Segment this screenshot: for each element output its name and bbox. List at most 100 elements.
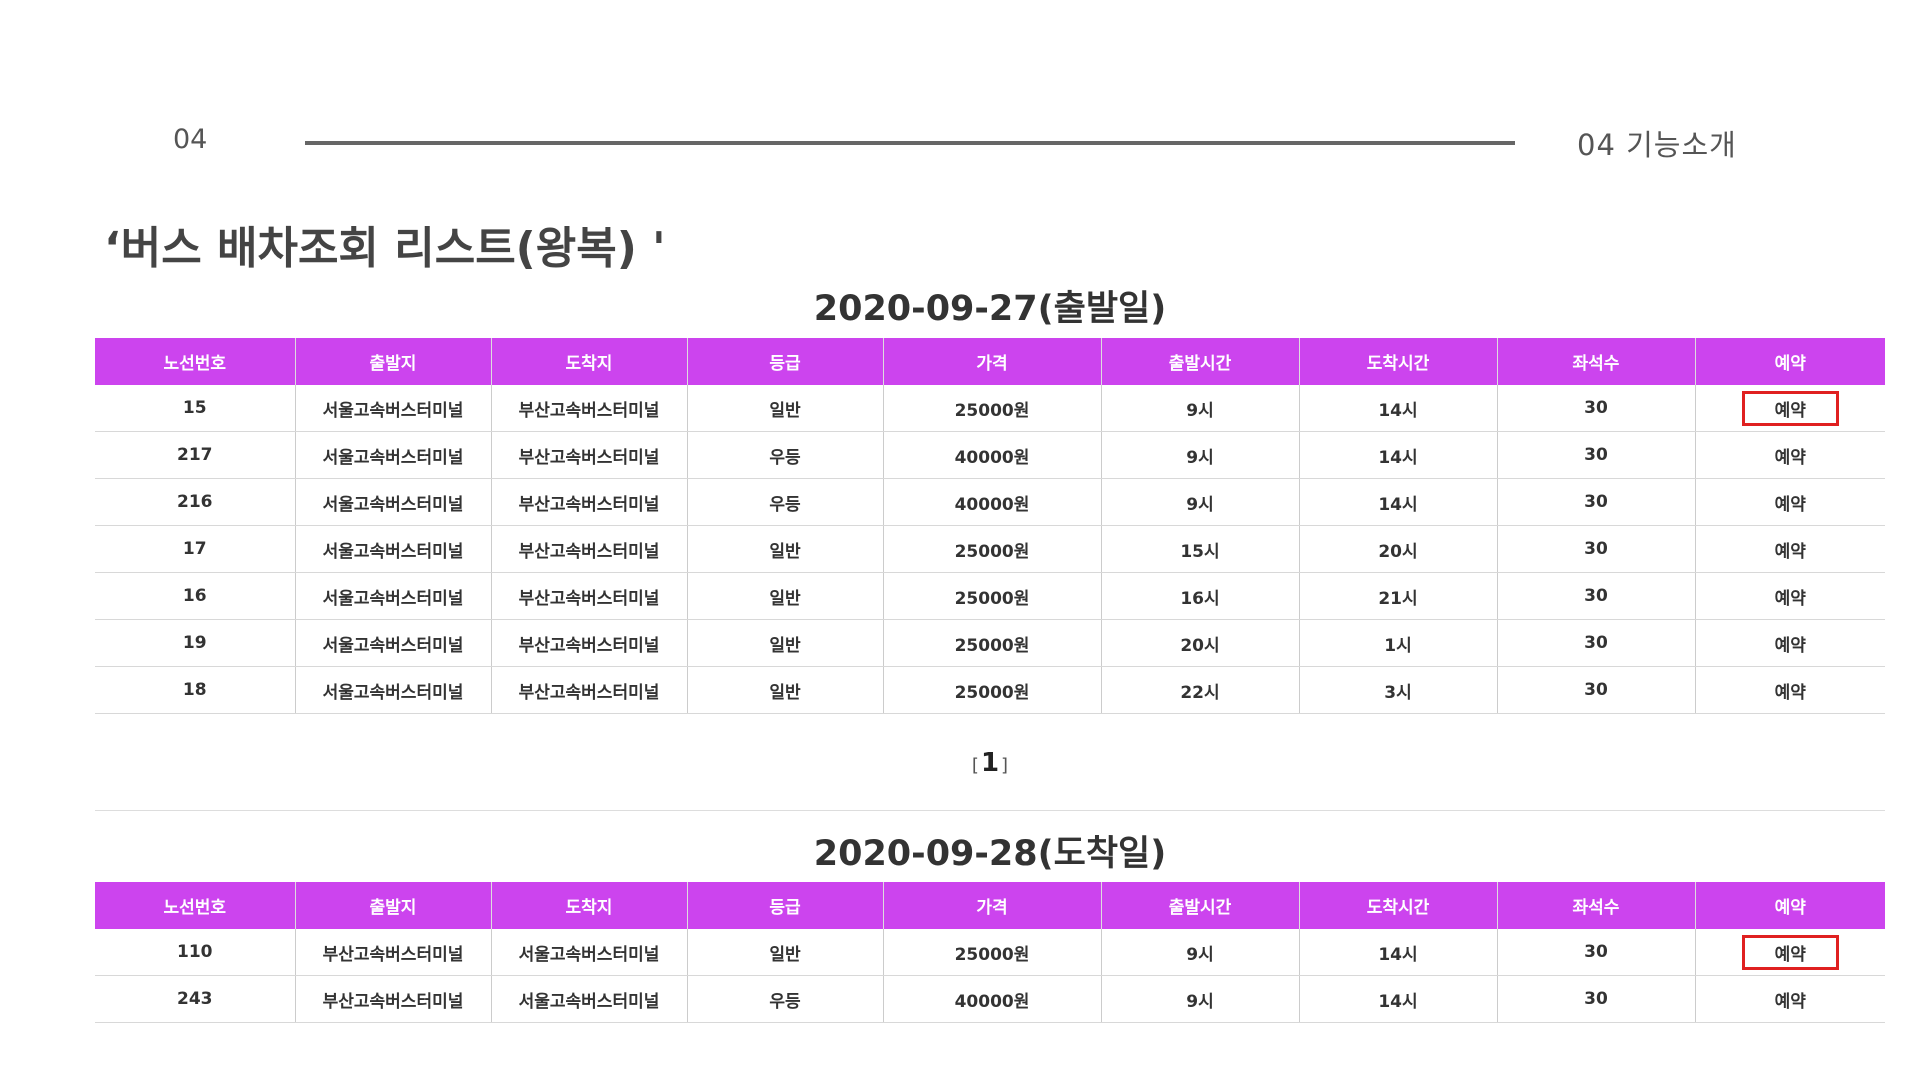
seats-cell: 30 bbox=[1497, 525, 1696, 573]
column-header: 등급 bbox=[687, 882, 884, 929]
table-header-row: 노선번호 출발지 도착지 등급 가격 출발시간 도착시간 좌석수 예약 bbox=[95, 338, 1885, 385]
arrival-terminal-cell: 부산고속버스터미널 bbox=[491, 385, 688, 432]
seats-cell: 30 bbox=[1497, 431, 1696, 479]
reserve-button[interactable]: 예약 bbox=[1774, 991, 1806, 1012]
seats-cell: 30 bbox=[1497, 385, 1696, 432]
seats-cell: 30 bbox=[1497, 572, 1696, 620]
reserve-button[interactable]: 예약 bbox=[1774, 447, 1806, 468]
arrival-terminal-cell: 부산고속버스터미널 bbox=[491, 666, 688, 714]
section-divider bbox=[95, 810, 1885, 811]
table-row: 110 부산고속버스터미널 서울고속버스터미널 일반 25000원 9시 14시 30 예약 bbox=[95, 929, 1885, 976]
table-row: 15 서울고속버스터미널 부산고속버스터미널 일반 25000원 9시 14시 30 예약 bbox=[95, 385, 1885, 432]
departure-time-cell: 15시 bbox=[1101, 525, 1300, 573]
arrival-time-cell: 20시 bbox=[1299, 525, 1498, 573]
departure-terminal-cell: 부산고속버스터미널 bbox=[295, 929, 492, 976]
table-row: 19 서울고속버스터미널 부산고속버스터미널 일반 25000원 20시 1시 30 예약 bbox=[95, 619, 1885, 667]
reserve-cell: 예약 bbox=[1695, 666, 1885, 714]
price-cell: 40000원 bbox=[883, 975, 1102, 1023]
arrival-terminal-cell: 부산고속버스터미널 bbox=[491, 431, 688, 479]
route-number-cell: 18 bbox=[95, 666, 296, 714]
column-header: 도착시간 bbox=[1299, 882, 1498, 929]
departure-terminal-cell: 서울고속버스터미널 bbox=[295, 478, 492, 526]
price-cell: 40000원 bbox=[883, 478, 1102, 526]
arrival-time-cell: 14시 bbox=[1299, 975, 1498, 1023]
seats-cell: 30 bbox=[1497, 666, 1696, 714]
column-header: 출발지 bbox=[295, 882, 492, 929]
price-cell: 25000원 bbox=[883, 572, 1102, 620]
column-header: 출발시간 bbox=[1101, 338, 1300, 385]
reserve-button[interactable]: 예약 bbox=[1741, 934, 1839, 970]
table-row: 17 서울고속버스터미널 부산고속버스터미널 일반 25000원 15시 20시 30 예약 bbox=[95, 525, 1885, 573]
price-cell: 25000원 bbox=[883, 385, 1102, 432]
section-title: 04 기능소개 bbox=[1577, 128, 1737, 162]
column-header: 예약 bbox=[1695, 338, 1885, 385]
departure-terminal-cell: 서울고속버스터미널 bbox=[295, 525, 492, 573]
reserve-button[interactable]: 예약 bbox=[1774, 635, 1806, 656]
departure-time-cell: 16시 bbox=[1101, 572, 1300, 620]
reserve-cell: 예약 bbox=[1695, 929, 1885, 976]
table-row: 243 부산고속버스터미널 서울고속버스터미널 우등 40000원 9시 14시 30 예약 bbox=[95, 975, 1885, 1023]
arrival-time-cell: 14시 bbox=[1299, 431, 1498, 479]
header-rule bbox=[305, 141, 1515, 145]
departure-time-cell: 20시 bbox=[1101, 619, 1300, 667]
grade-cell: 일반 bbox=[687, 929, 884, 976]
reserve-button[interactable]: 예약 bbox=[1774, 494, 1806, 515]
column-header: 등급 bbox=[687, 338, 884, 385]
reserve-cell: 예약 bbox=[1695, 572, 1885, 620]
column-header: 가격 bbox=[883, 338, 1102, 385]
pagination-bracket-left: [ bbox=[971, 755, 979, 776]
slide-number: 04 bbox=[173, 124, 208, 155]
reserve-cell: 예약 bbox=[1695, 431, 1885, 479]
reserve-button[interactable]: 예약 bbox=[1774, 588, 1806, 609]
column-header: 도착시간 bbox=[1299, 338, 1498, 385]
route-number-cell: 16 bbox=[95, 572, 296, 620]
column-header: 좌석수 bbox=[1497, 338, 1696, 385]
table-row: 18 서울고속버스터미널 부산고속버스터미널 일반 25000원 22시 3시 30 예약 bbox=[95, 666, 1885, 714]
reserve-button[interactable]: 예약 bbox=[1774, 682, 1806, 703]
pagination-bracket-right: ] bbox=[1001, 755, 1009, 776]
arrival-terminal-cell: 서울고속버스터미널 bbox=[491, 929, 688, 976]
departure-terminal-cell: 서울고속버스터미널 bbox=[295, 431, 492, 479]
column-header: 가격 bbox=[883, 882, 1102, 929]
arrival-table-body: 110 부산고속버스터미널 서울고속버스터미널 일반 25000원 9시 14시 30 예약 24… bbox=[95, 929, 1885, 1023]
departure-time-cell: 22시 bbox=[1101, 666, 1300, 714]
pagination-current-page[interactable]: 1 bbox=[980, 748, 1000, 778]
reserve-button[interactable]: 예약 bbox=[1774, 541, 1806, 562]
reserve-cell: 예약 bbox=[1695, 525, 1885, 573]
arrival-time-cell: 14시 bbox=[1299, 929, 1498, 976]
departure-time-cell: 9시 bbox=[1101, 385, 1300, 432]
departure-schedule-table: 노선번호 출발지 도착지 등급 가격 출발시간 도착시간 좌석수 예약 15 서울… bbox=[95, 338, 1885, 714]
departure-time-cell: 9시 bbox=[1101, 975, 1300, 1023]
arrival-time-cell: 1시 bbox=[1299, 619, 1498, 667]
departure-date-heading: 2020-09-27(출발일) bbox=[813, 289, 1167, 329]
reserve-cell: 예약 bbox=[1695, 619, 1885, 667]
column-header: 좌석수 bbox=[1497, 882, 1696, 929]
route-number-cell: 17 bbox=[95, 525, 296, 573]
departure-terminal-cell: 서울고속버스터미널 bbox=[295, 572, 492, 620]
route-number-cell: 216 bbox=[95, 478, 296, 526]
departure-terminal-cell: 부산고속버스터미널 bbox=[295, 975, 492, 1023]
arrival-terminal-cell: 부산고속버스터미널 bbox=[491, 619, 688, 667]
price-cell: 25000원 bbox=[883, 929, 1102, 976]
arrival-date-heading: 2020-09-28(도착일) bbox=[813, 834, 1167, 874]
grade-cell: 일반 bbox=[687, 385, 884, 432]
arrival-time-cell: 21시 bbox=[1299, 572, 1498, 620]
table-header-row: 노선번호 출발지 도착지 등급 가격 출발시간 도착시간 좌석수 예약 bbox=[95, 882, 1885, 929]
column-header: 예약 bbox=[1695, 882, 1885, 929]
table-row: 16 서울고속버스터미널 부산고속버스터미널 일반 25000원 16시 21시 30 예약 bbox=[95, 572, 1885, 620]
table-row: 216 서울고속버스터미널 부산고속버스터미널 우등 40000원 9시 14시 30 예약 bbox=[95, 478, 1885, 526]
arrival-terminal-cell: 부산고속버스터미널 bbox=[491, 525, 688, 573]
seats-cell: 30 bbox=[1497, 619, 1696, 667]
reserve-cell: 예약 bbox=[1695, 385, 1885, 432]
reserve-button[interactable]: 예약 bbox=[1741, 390, 1839, 426]
seats-cell: 30 bbox=[1497, 929, 1696, 976]
departure-table-body: 15 서울고속버스터미널 부산고속버스터미널 일반 25000원 9시 14시 30 예약 217… bbox=[95, 385, 1885, 714]
column-header: 출발시간 bbox=[1101, 882, 1300, 929]
grade-cell: 우등 bbox=[687, 478, 884, 526]
departure-terminal-cell: 서울고속버스터미널 bbox=[295, 666, 492, 714]
arrival-terminal-cell: 서울고속버스터미널 bbox=[491, 975, 688, 1023]
departure-terminal-cell: 서울고속버스터미널 bbox=[295, 385, 492, 432]
departure-time-cell: 9시 bbox=[1101, 478, 1300, 526]
price-cell: 40000원 bbox=[883, 431, 1102, 479]
pagination: [1] bbox=[95, 748, 1885, 778]
